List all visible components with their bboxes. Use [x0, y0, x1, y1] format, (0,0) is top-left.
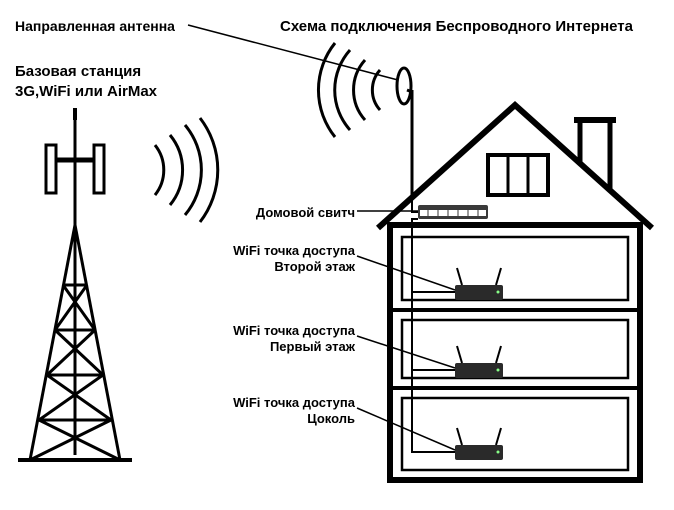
base-station-tower: [18, 108, 132, 460]
station-label-line2: 3G,WiFi или AirMax: [15, 83, 157, 100]
wifi1-line2: Первый этаж: [270, 339, 355, 354]
switch-label: Домовой свитч: [225, 205, 355, 221]
wifi-floor2-label: WiFi точка доступа Второй этаж: [215, 243, 355, 274]
house: [378, 105, 652, 480]
wifi-ap-basement: [455, 428, 503, 460]
diagram-title: Схема подключения Беспроводного Интернет…: [280, 18, 633, 35]
wifi-basement-label: WiFi точка доступа Цоколь: [215, 395, 355, 426]
wifi2-line1: WiFi точка доступа: [233, 243, 355, 258]
wifi-ap-floor1: [455, 346, 503, 378]
directional-antenna: [397, 68, 412, 195]
antenna-label: Направленная антенна: [15, 18, 175, 34]
cable-run: [412, 195, 455, 452]
wifi-floor1-label: WiFi точка доступа Первый этаж: [215, 323, 355, 354]
tower-waves: [155, 118, 218, 222]
home-switch-device: [418, 205, 488, 219]
station-label-line1: Базовая станция: [15, 63, 141, 80]
wifi0-line2: Цоколь: [307, 411, 355, 426]
wifi2-line2: Второй этаж: [274, 259, 355, 274]
base-station-label: Базовая станция 3G,WiFi или AirMax: [15, 62, 157, 101]
wifi-ap-floor2: [455, 268, 503, 300]
leader-lines: [188, 25, 455, 450]
antenna-waves: [318, 43, 380, 137]
wifi1-line1: WiFi точка доступа: [233, 323, 355, 338]
wifi0-line1: WiFi точка доступа: [233, 395, 355, 410]
